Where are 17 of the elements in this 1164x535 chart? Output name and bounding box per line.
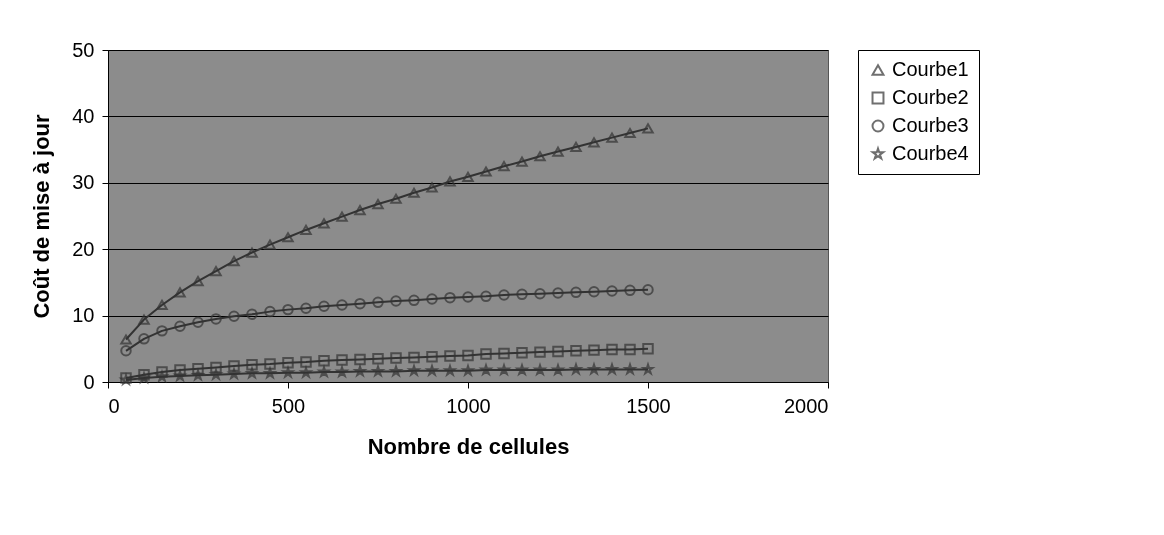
y-tick-label: 40 [72, 104, 95, 127]
x-tick-label: 500 [271, 394, 306, 417]
y-tick-label: 0 [83, 370, 95, 393]
legend-label: Courbe2 [892, 86, 969, 108]
x-tick-label: 1000 [446, 394, 491, 417]
legend-label: Courbe3 [892, 114, 969, 136]
legend-label: Courbe1 [892, 58, 969, 80]
x-tick-label: 2000 [784, 394, 829, 417]
legend-label: Courbe4 [892, 142, 969, 164]
y-tick-label: 50 [72, 38, 95, 61]
x-tick-label: 1500 [626, 394, 671, 417]
x-axis-title: Nombre de cellules [367, 433, 570, 459]
x-tick-label: 0 [108, 394, 120, 417]
y-tick-label: 10 [72, 304, 95, 327]
y-tick-label: 30 [72, 171, 95, 194]
y-axis-title: Coût de mise à jour [29, 114, 55, 319]
y-tick-label: 20 [72, 237, 95, 260]
